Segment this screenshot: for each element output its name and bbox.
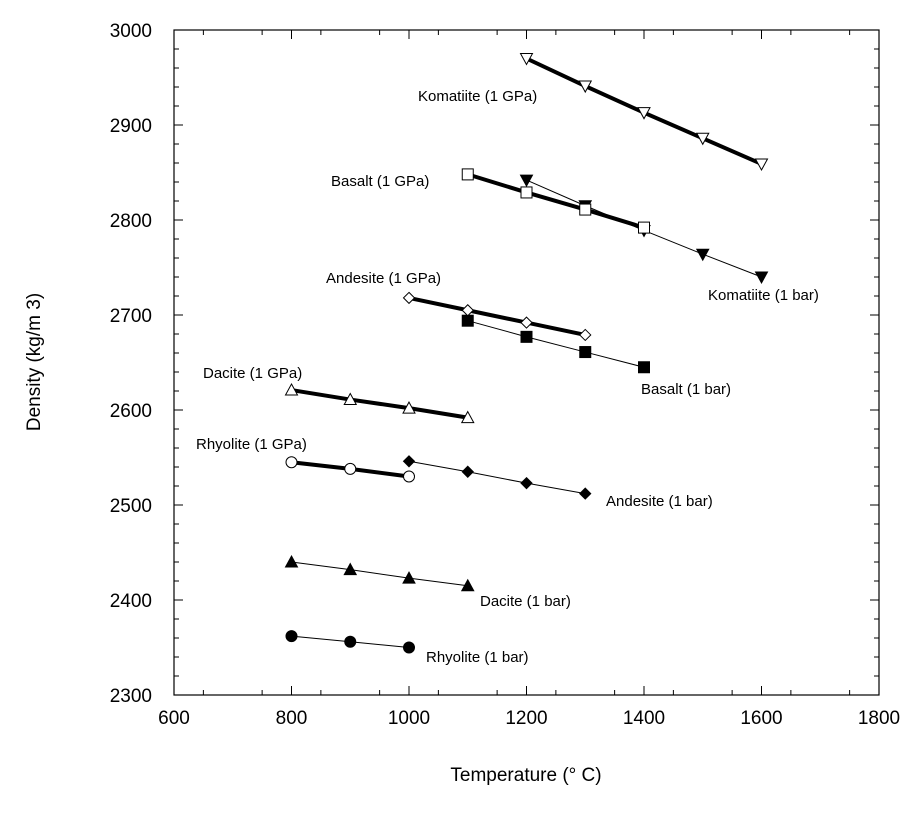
data-point bbox=[754, 158, 769, 171]
data-point bbox=[579, 203, 592, 216]
data-point bbox=[461, 168, 474, 181]
series-line bbox=[467, 172, 645, 230]
data-point bbox=[754, 271, 769, 285]
x-tick-label: 1600 bbox=[740, 708, 782, 729]
x-tick-label: 1000 bbox=[388, 708, 430, 729]
data-point bbox=[519, 53, 534, 66]
series-label: Dacite (1 GPa) bbox=[203, 365, 302, 382]
data-point bbox=[344, 635, 357, 648]
y-tick-label: 2900 bbox=[110, 116, 152, 137]
axis-ticks bbox=[173, 29, 880, 696]
x-tick-label: 600 bbox=[158, 708, 190, 729]
tick-labels: 600 800 1000 1200 1400 1600 1800 2300 2400 2500 26… bbox=[110, 21, 900, 729]
series-label: Komatiite (1 bar) bbox=[708, 287, 819, 304]
data-point bbox=[520, 330, 533, 343]
data-point bbox=[578, 80, 593, 94]
x-axis-title: Temperature (° C) bbox=[450, 765, 601, 786]
data-point bbox=[637, 107, 651, 120]
data-point bbox=[695, 248, 710, 262]
y-axis-title: Density (kg/m 3) bbox=[24, 293, 45, 431]
data-point bbox=[285, 630, 298, 643]
series-line bbox=[467, 320, 645, 368]
series-label: Rhyolite (1 GPa) bbox=[196, 436, 307, 453]
data-point bbox=[520, 186, 533, 199]
series-line bbox=[291, 388, 469, 420]
data-point bbox=[638, 221, 650, 234]
x-tick-label: 1400 bbox=[623, 708, 665, 729]
data-point bbox=[403, 641, 415, 654]
data-point bbox=[638, 361, 650, 374]
data-point bbox=[343, 392, 358, 406]
data-point bbox=[461, 304, 474, 317]
data-point bbox=[460, 410, 475, 424]
y-tick-label: 2300 bbox=[110, 686, 152, 707]
x-tick-label: 1200 bbox=[505, 708, 547, 729]
series-line bbox=[291, 561, 468, 587]
y-tick-label: 2400 bbox=[110, 591, 152, 612]
data-point bbox=[460, 578, 475, 592]
data-point bbox=[344, 462, 357, 475]
data-point bbox=[579, 328, 592, 342]
y-tick-label: 3000 bbox=[110, 21, 152, 42]
x-tick-label: 800 bbox=[276, 708, 308, 729]
series-line bbox=[408, 460, 586, 495]
data-point bbox=[579, 346, 592, 359]
series-label: Basalt (1 GPa) bbox=[331, 173, 429, 190]
y-tick-label: 2800 bbox=[110, 211, 152, 232]
data-point bbox=[402, 455, 416, 468]
data-point bbox=[285, 456, 298, 469]
data-point bbox=[461, 314, 474, 327]
series-label: Komatiite (1 GPa) bbox=[418, 88, 537, 105]
data-point bbox=[402, 291, 416, 305]
data-point bbox=[403, 470, 415, 483]
data-point bbox=[343, 562, 358, 576]
data-point bbox=[520, 476, 533, 490]
series-label: Dacite (1 bar) bbox=[480, 593, 571, 610]
y-tick-label: 2500 bbox=[110, 496, 152, 517]
y-tick-label: 2700 bbox=[110, 306, 152, 327]
x-tick-label: 1800 bbox=[858, 708, 900, 729]
series-line bbox=[408, 295, 586, 337]
data-point bbox=[284, 383, 299, 396]
series-labels: Komatiite (1 GPa) Komatiite (1 bar) Basalt… bbox=[196, 88, 819, 666]
data-point bbox=[695, 132, 710, 146]
data-point bbox=[461, 465, 474, 478]
series-label: Andesite (1 bar) bbox=[606, 493, 713, 510]
series-lines bbox=[291, 56, 763, 648]
data-point bbox=[284, 554, 299, 568]
data-point bbox=[579, 487, 592, 500]
y-tick-label: 2600 bbox=[110, 401, 152, 422]
data-point bbox=[402, 401, 416, 414]
series-label: Andesite (1 GPa) bbox=[326, 270, 441, 287]
data-point bbox=[520, 316, 533, 329]
data-point bbox=[519, 174, 534, 188]
data-point bbox=[402, 571, 416, 584]
series-label: Basalt (1 bar) bbox=[641, 381, 731, 398]
series-label: Rhyolite (1 bar) bbox=[426, 649, 529, 666]
series-markers bbox=[284, 53, 769, 654]
